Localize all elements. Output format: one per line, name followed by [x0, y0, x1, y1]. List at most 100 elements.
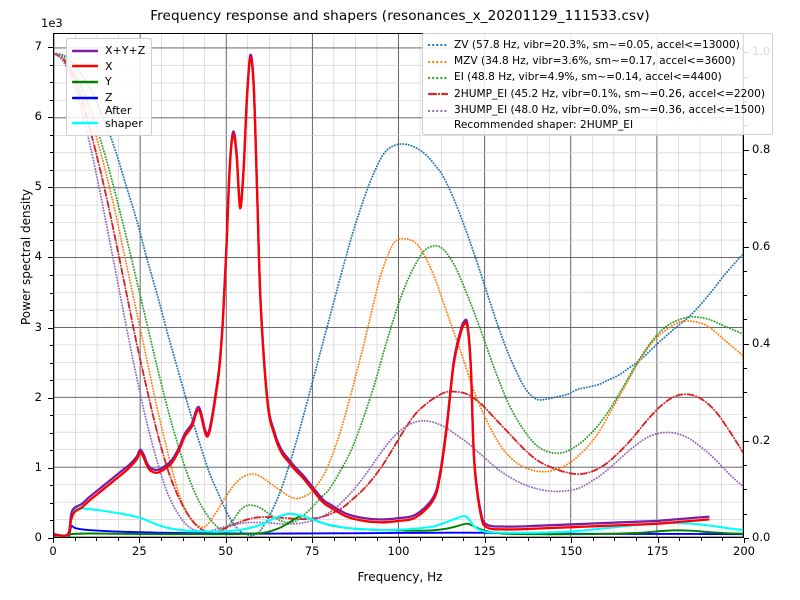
- tick-mark: [50, 380, 53, 382]
- x-tick-175: 175: [646, 544, 669, 558]
- tick-mark: [50, 82, 53, 84]
- legend-line-icon: [72, 77, 98, 87]
- tick-mark: [441, 538, 443, 541]
- x-tick-100: 100: [387, 544, 410, 558]
- legend-line-icon: [428, 89, 448, 99]
- legend-item-x[interactable]: X: [72, 59, 145, 75]
- tick-mark: [50, 485, 53, 487]
- tick-mark: [50, 274, 53, 276]
- x-tick-125: 125: [473, 544, 496, 558]
- legend-item-y[interactable]: Y: [72, 74, 145, 90]
- tick-mark: [160, 538, 162, 541]
- y-tick-2: 2: [34, 389, 42, 404]
- tick-mark: [50, 169, 53, 171]
- legend-psd[interactable]: X+Y+Z X Y Z After shaper: [66, 38, 153, 136]
- legend-line-icon: [428, 40, 448, 50]
- psd-curve-x: [54, 56, 710, 537]
- legend-label: Z: [105, 90, 113, 104]
- x-tick-50: 50: [218, 544, 234, 558]
- tick-mark: [506, 538, 508, 541]
- y2-tick-0.0: 0.0: [752, 530, 771, 544]
- tick-mark: [744, 295, 747, 297]
- tick-mark: [420, 538, 422, 541]
- legend-line-icon: [428, 106, 448, 116]
- tick-mark: [96, 538, 98, 541]
- legend-item-ei[interactable]: EI (48.8 Hz, vibr=4.9%, sm~=0.14, accel<…: [428, 70, 765, 86]
- tick-mark: [484, 538, 486, 543]
- tick-mark: [744, 392, 747, 394]
- tick-mark: [139, 538, 141, 543]
- tick-mark: [376, 538, 378, 541]
- chart-title: Frequency response and shapers (resonanc…: [150, 8, 650, 24]
- tick-mark: [50, 134, 53, 136]
- legend-label: 3HUMP_EI (48.0 Hz, vibr=0.0%, sm~=0.36, …: [454, 104, 765, 117]
- tick-mark: [744, 465, 747, 467]
- y2-tick-0.8: 0.8: [752, 141, 771, 156]
- tick-mark: [528, 538, 530, 541]
- legend-line-icon: [72, 118, 98, 128]
- tick-mark: [744, 440, 749, 442]
- legend-label: X: [105, 59, 113, 73]
- legend-item-zv[interactable]: ZV (57.8 Hz, vibr=20.3%, sm~=0.05, accel…: [428, 37, 765, 53]
- tick-mark: [636, 538, 638, 541]
- tick-mark: [225, 538, 227, 543]
- y-tick-6: 6: [34, 109, 42, 124]
- tick-mark: [50, 239, 53, 241]
- y-tick-7: 7: [34, 39, 42, 54]
- tick-mark: [744, 173, 747, 175]
- data-curves: [54, 52, 743, 537]
- tick-mark: [48, 257, 53, 259]
- tick-mark: [117, 538, 119, 541]
- legend-item-mzv[interactable]: MZV (34.8 Hz, vibr=3.6%, sm~=0.17, accel…: [428, 53, 765, 69]
- tick-mark: [50, 432, 53, 434]
- y-tick-4: 4: [34, 249, 42, 264]
- y2-tick-0.2: 0.2: [752, 432, 771, 447]
- tick-mark: [48, 467, 53, 469]
- x-tick-200: 200: [733, 544, 755, 558]
- tick-mark: [50, 345, 53, 347]
- legend-swatch-icon: [72, 122, 98, 125]
- y2-tick-0.4: 0.4: [752, 335, 771, 350]
- tick-mark: [48, 538, 53, 539]
- x-tick-75: 75: [304, 544, 320, 558]
- tick-mark: [50, 520, 53, 522]
- legend-label: MZV (34.8 Hz, vibr=3.6%, sm~=0.17, accel…: [454, 54, 736, 67]
- legend-line-icon: [72, 61, 98, 71]
- legend-swatch-icon: [72, 80, 98, 84]
- tick-mark: [744, 246, 749, 248]
- tick-mark: [290, 538, 292, 541]
- legend-shapers[interactable]: ZV (57.8 Hz, vibr=20.3%, sm~=0.05, accel…: [422, 33, 773, 135]
- legend-item-z[interactable]: Z: [72, 90, 145, 106]
- x-tick-25: 25: [132, 544, 147, 558]
- psd-curve-after-shaper: [54, 507, 743, 537]
- tick-mark: [744, 513, 747, 515]
- y2-tick-0.6: 0.6: [752, 238, 771, 253]
- legend-item-after-shaper[interactable]: After shaper: [72, 105, 145, 131]
- legend-swatch-icon: [428, 76, 448, 80]
- tick-mark: [48, 187, 53, 189]
- tick-mark: [53, 538, 54, 543]
- tick-mark: [312, 538, 314, 543]
- legend-item-2hump_ei[interactable]: 2HUMP_EI (45.2 Hz, vibr=0.1%, sm~=0.26, …: [428, 86, 765, 102]
- tick-mark: [50, 292, 53, 294]
- x-tick-0: 0: [49, 544, 57, 558]
- shaper-curve-3hump_ei: [54, 52, 743, 533]
- tick-mark: [268, 538, 270, 541]
- tick-mark: [50, 152, 53, 154]
- tick-mark: [50, 415, 53, 417]
- psd-curve-z: [54, 525, 743, 537]
- tick-mark: [50, 450, 53, 452]
- legend-label: ZV (57.8 Hz, vibr=20.3%, sm~=0.05, accel…: [454, 38, 740, 51]
- legend-item-x-y-z[interactable]: X+Y+Z: [72, 43, 145, 59]
- legend-item-3hump_ei[interactable]: 3HUMP_EI (48.0 Hz, vibr=0.0%, sm~=0.36, …: [428, 103, 765, 119]
- tick-mark: [355, 538, 357, 541]
- tick-mark: [50, 204, 53, 206]
- tick-mark: [333, 538, 335, 541]
- legend-label: Y: [105, 75, 112, 89]
- tick-mark: [50, 222, 53, 224]
- legend-label: After shaper: [105, 104, 143, 131]
- tick-mark: [74, 538, 76, 541]
- shaper-curve-ei: [54, 52, 743, 531]
- tick-mark: [463, 538, 465, 541]
- tick-mark: [549, 538, 551, 541]
